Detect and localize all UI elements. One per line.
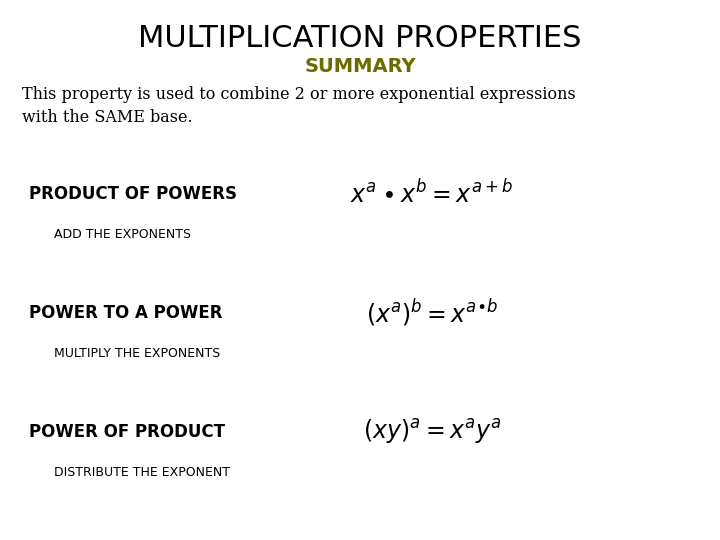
Text: ADD THE EXPONENTS: ADD THE EXPONENTS — [54, 228, 191, 241]
Text: MULTIPLY THE EXPONENTS: MULTIPLY THE EXPONENTS — [54, 347, 220, 360]
Text: DISTRIBUTE THE EXPONENT: DISTRIBUTE THE EXPONENT — [54, 466, 230, 479]
Text: POWER OF PRODUCT: POWER OF PRODUCT — [29, 423, 225, 441]
Text: SUMMARY: SUMMARY — [304, 57, 416, 76]
Text: POWER TO A POWER: POWER TO A POWER — [29, 304, 222, 322]
Text: This property is used to combine 2 or more exponential expressions: This property is used to combine 2 or mo… — [22, 86, 575, 103]
Text: $(xy)^{a} = x^{a}y^{a}$: $(xy)^{a} = x^{a}y^{a}$ — [363, 417, 501, 447]
Text: with the SAME base.: with the SAME base. — [22, 109, 192, 126]
Text: MULTIPLICATION PROPERTIES: MULTIPLICATION PROPERTIES — [138, 24, 582, 53]
Text: $\left(x^{a}\right)^{b} = x^{a{\bullet}b}$: $\left(x^{a}\right)^{b} = x^{a{\bullet}b… — [366, 298, 498, 329]
Text: $x^{a} \bullet x^{b} = x^{a+b}$: $x^{a} \bullet x^{b} = x^{a+b}$ — [351, 180, 513, 208]
Text: PRODUCT OF POWERS: PRODUCT OF POWERS — [29, 185, 237, 204]
